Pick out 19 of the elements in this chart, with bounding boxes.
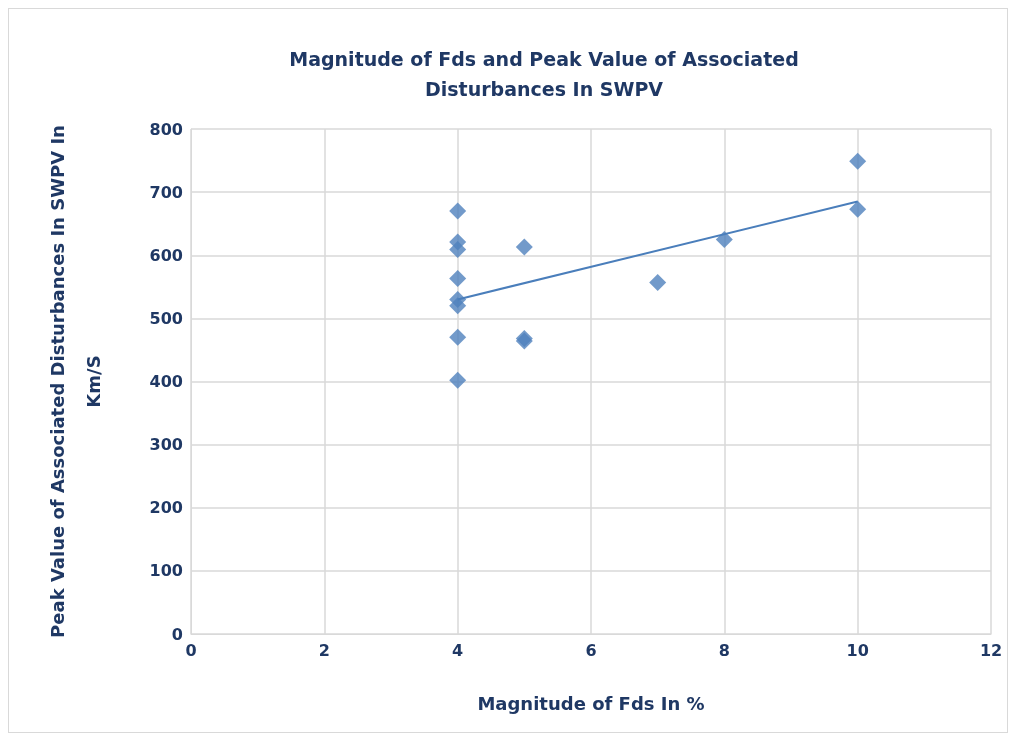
y-tick-label: 800 [149, 119, 183, 139]
x-tick-label: 2 [318, 640, 330, 660]
y-tick-label: 200 [149, 498, 183, 518]
y-tick-label: 0 [171, 624, 183, 644]
x-axis-title: Magnitude of Fds In % [477, 692, 705, 714]
y-tick-label: 100 [149, 561, 183, 581]
y-tick-label: 300 [149, 435, 183, 455]
x-tick-label: 12 [979, 640, 1003, 660]
chart-title: Magnitude of Fds and Peak Value of Associated Disturbances In SWPV [289, 48, 799, 100]
x-tick-label: 10 [846, 640, 869, 660]
x-tick-label: 0 [185, 640, 197, 660]
y-tick-label: 700 [149, 182, 183, 202]
x-tick-label: 4 [452, 640, 464, 660]
y-tick-label: 400 [149, 372, 183, 391]
y-tick-label: 500 [149, 308, 183, 328]
y-axis-title: Peak Value of Associated Disturbances In SWPV In Km/S [46, 125, 104, 638]
x-tick-label: 8 [718, 640, 730, 660]
y-tick-label: 600 [149, 245, 183, 265]
x-tick-label: 6 [585, 640, 597, 660]
